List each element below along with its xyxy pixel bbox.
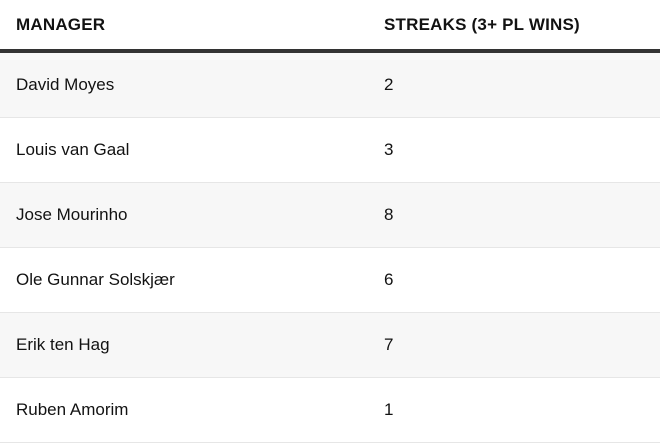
column-header-streaks: STREAKS (3+ PL WINS) (368, 0, 660, 53)
manager-cell: Jose Mourinho (0, 182, 368, 248)
streaks-cell: 3 (368, 117, 660, 183)
table-row: Jose Mourinho 8 (0, 182, 660, 248)
table-row: Ruben Amorim 1 (0, 377, 660, 443)
manager-cell: Erik ten Hag (0, 312, 368, 378)
manager-cell: Ole Gunnar Solskjær (0, 247, 368, 313)
table-row: Erik ten Hag 7 (0, 312, 660, 378)
streaks-cell: 6 (368, 247, 660, 313)
manager-cell: Louis van Gaal (0, 117, 368, 183)
streaks-cell: 2 (368, 51, 660, 118)
streaks-cell: 1 (368, 377, 660, 443)
table-row: Ole Gunnar Solskjær 6 (0, 247, 660, 313)
table-row: David Moyes 2 (0, 51, 660, 118)
manager-cell: David Moyes (0, 51, 368, 118)
column-header-manager: MANAGER (0, 0, 368, 53)
table-row: Louis van Gaal 3 (0, 117, 660, 183)
header-row: MANAGER STREAKS (3+ PL WINS) (0, 0, 660, 53)
manager-cell: Ruben Amorim (0, 377, 368, 443)
streaks-cell: 8 (368, 182, 660, 248)
streaks-cell: 7 (368, 312, 660, 378)
